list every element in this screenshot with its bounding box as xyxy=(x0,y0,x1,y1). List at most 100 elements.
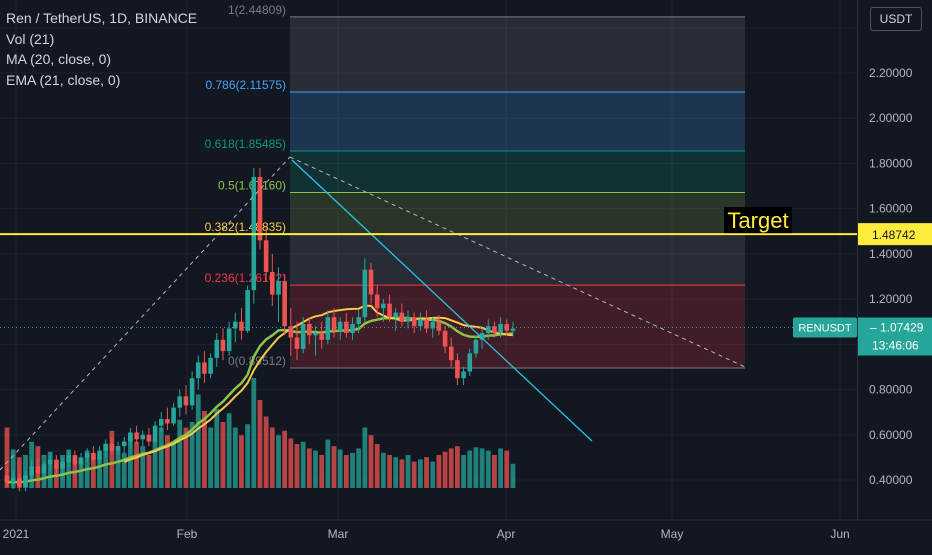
volume-bar xyxy=(485,450,491,488)
volume-bar xyxy=(134,441,139,488)
candle-body xyxy=(66,455,71,462)
fib-label-0.618: 0.618(1.85485) xyxy=(205,137,286,151)
candle-body xyxy=(23,475,28,487)
price-tick-label: 2.20000 xyxy=(869,66,913,80)
volume-bar xyxy=(424,457,429,488)
candle-body xyxy=(239,321,244,331)
fib-label-0.382: 0.382(1.48835) xyxy=(205,220,286,234)
candle-body xyxy=(510,328,516,331)
volume-bar xyxy=(195,394,201,488)
time-tick-label: Mar xyxy=(328,527,349,541)
volume-bar xyxy=(269,427,275,488)
volume-bar xyxy=(417,459,423,488)
candle-body xyxy=(418,319,423,327)
time-tick-label: Feb xyxy=(177,527,198,541)
volume-bar xyxy=(411,461,417,488)
volume-bar xyxy=(510,463,516,488)
volume-bar xyxy=(405,455,411,488)
candle-body xyxy=(263,240,269,272)
candle-body xyxy=(257,177,263,241)
candle-body xyxy=(35,466,41,474)
price-tick-label: 1.60000 xyxy=(869,202,913,216)
volume-bar xyxy=(331,446,337,488)
candle-body xyxy=(109,443,115,451)
volume-bar xyxy=(350,452,355,488)
candle-body xyxy=(294,337,300,349)
candle-body xyxy=(152,425,158,442)
candle-body xyxy=(17,477,22,487)
price-unit-selector[interactable]: USDT xyxy=(870,7,922,31)
price-axis: 0.400000.600000.800001.000001.200001.400… xyxy=(869,66,913,487)
candle-body xyxy=(60,461,65,469)
symbol-badge-label: RENUSDT xyxy=(798,323,851,335)
volume-bar xyxy=(183,427,189,488)
fib-zone-0.5 xyxy=(290,151,745,193)
candle-body xyxy=(350,323,355,334)
candle-body xyxy=(140,434,146,440)
target-price-badge xyxy=(858,223,932,246)
candle-body xyxy=(195,362,201,379)
volume-bar xyxy=(430,461,436,488)
volume-bar xyxy=(294,444,300,488)
volume-bar xyxy=(251,378,257,488)
candle-body xyxy=(479,333,485,340)
candle-body xyxy=(72,455,78,465)
candle-body xyxy=(47,459,53,465)
volume-bar xyxy=(158,427,164,488)
candle-body xyxy=(189,378,195,406)
candle-body xyxy=(121,441,127,447)
candle-body xyxy=(158,418,164,426)
volume-bar xyxy=(189,422,195,488)
volume-bar xyxy=(146,455,152,488)
candle-body xyxy=(362,269,368,318)
volume-bar xyxy=(16,457,22,488)
candle-body xyxy=(356,317,361,324)
volume-bar xyxy=(442,451,448,488)
volume-bar xyxy=(492,455,497,488)
volume-bar xyxy=(282,430,288,488)
price-axis-border xyxy=(857,0,858,520)
target-label: Target xyxy=(727,208,788,233)
time-axis: 2021 Feb Mar Apr May Jun xyxy=(3,527,850,541)
symbol-title[interactable]: Ren / TetherUS, 1D, BINANCE xyxy=(6,10,198,26)
volume-bar xyxy=(319,455,325,488)
indicator-ema[interactable]: EMA (21, close, 0) xyxy=(6,71,121,88)
price-tick-label: 1.80000 xyxy=(869,156,913,170)
candle-body xyxy=(97,450,102,460)
candle-body xyxy=(226,328,232,352)
volume-bar xyxy=(337,449,343,488)
volume-bar xyxy=(10,449,16,488)
candle-body xyxy=(411,317,417,327)
volume-bar xyxy=(152,438,158,488)
volume-bar xyxy=(362,427,368,488)
time-tick-label: May xyxy=(661,527,684,541)
candle-body xyxy=(146,434,152,442)
candle-body xyxy=(84,452,90,458)
price-tick-label: 1.40000 xyxy=(869,247,913,261)
indicator-ma[interactable]: MA (20, close, 0) xyxy=(6,51,112,67)
candle-body xyxy=(331,317,337,331)
candle-body xyxy=(485,326,491,334)
volume-bar xyxy=(380,452,386,488)
candle-body xyxy=(455,360,460,379)
volume-bar xyxy=(214,408,220,488)
candle-body xyxy=(29,466,34,476)
volume-bar xyxy=(97,457,102,488)
volume-bar xyxy=(387,455,392,488)
candle-body xyxy=(319,333,324,340)
volume-bar xyxy=(66,449,72,488)
candle-body xyxy=(387,303,392,318)
volume-bar xyxy=(473,447,479,488)
volume-bar xyxy=(239,435,244,488)
volume-bar xyxy=(4,427,10,488)
candle-body xyxy=(54,459,59,469)
indicator-volume[interactable]: Vol (21) xyxy=(6,30,55,47)
candle-body xyxy=(442,330,448,347)
candle-body xyxy=(381,303,386,309)
volume-bar xyxy=(165,435,170,488)
volume-bar xyxy=(115,448,121,488)
volume-bar xyxy=(226,413,232,488)
ma-line xyxy=(123,304,513,463)
